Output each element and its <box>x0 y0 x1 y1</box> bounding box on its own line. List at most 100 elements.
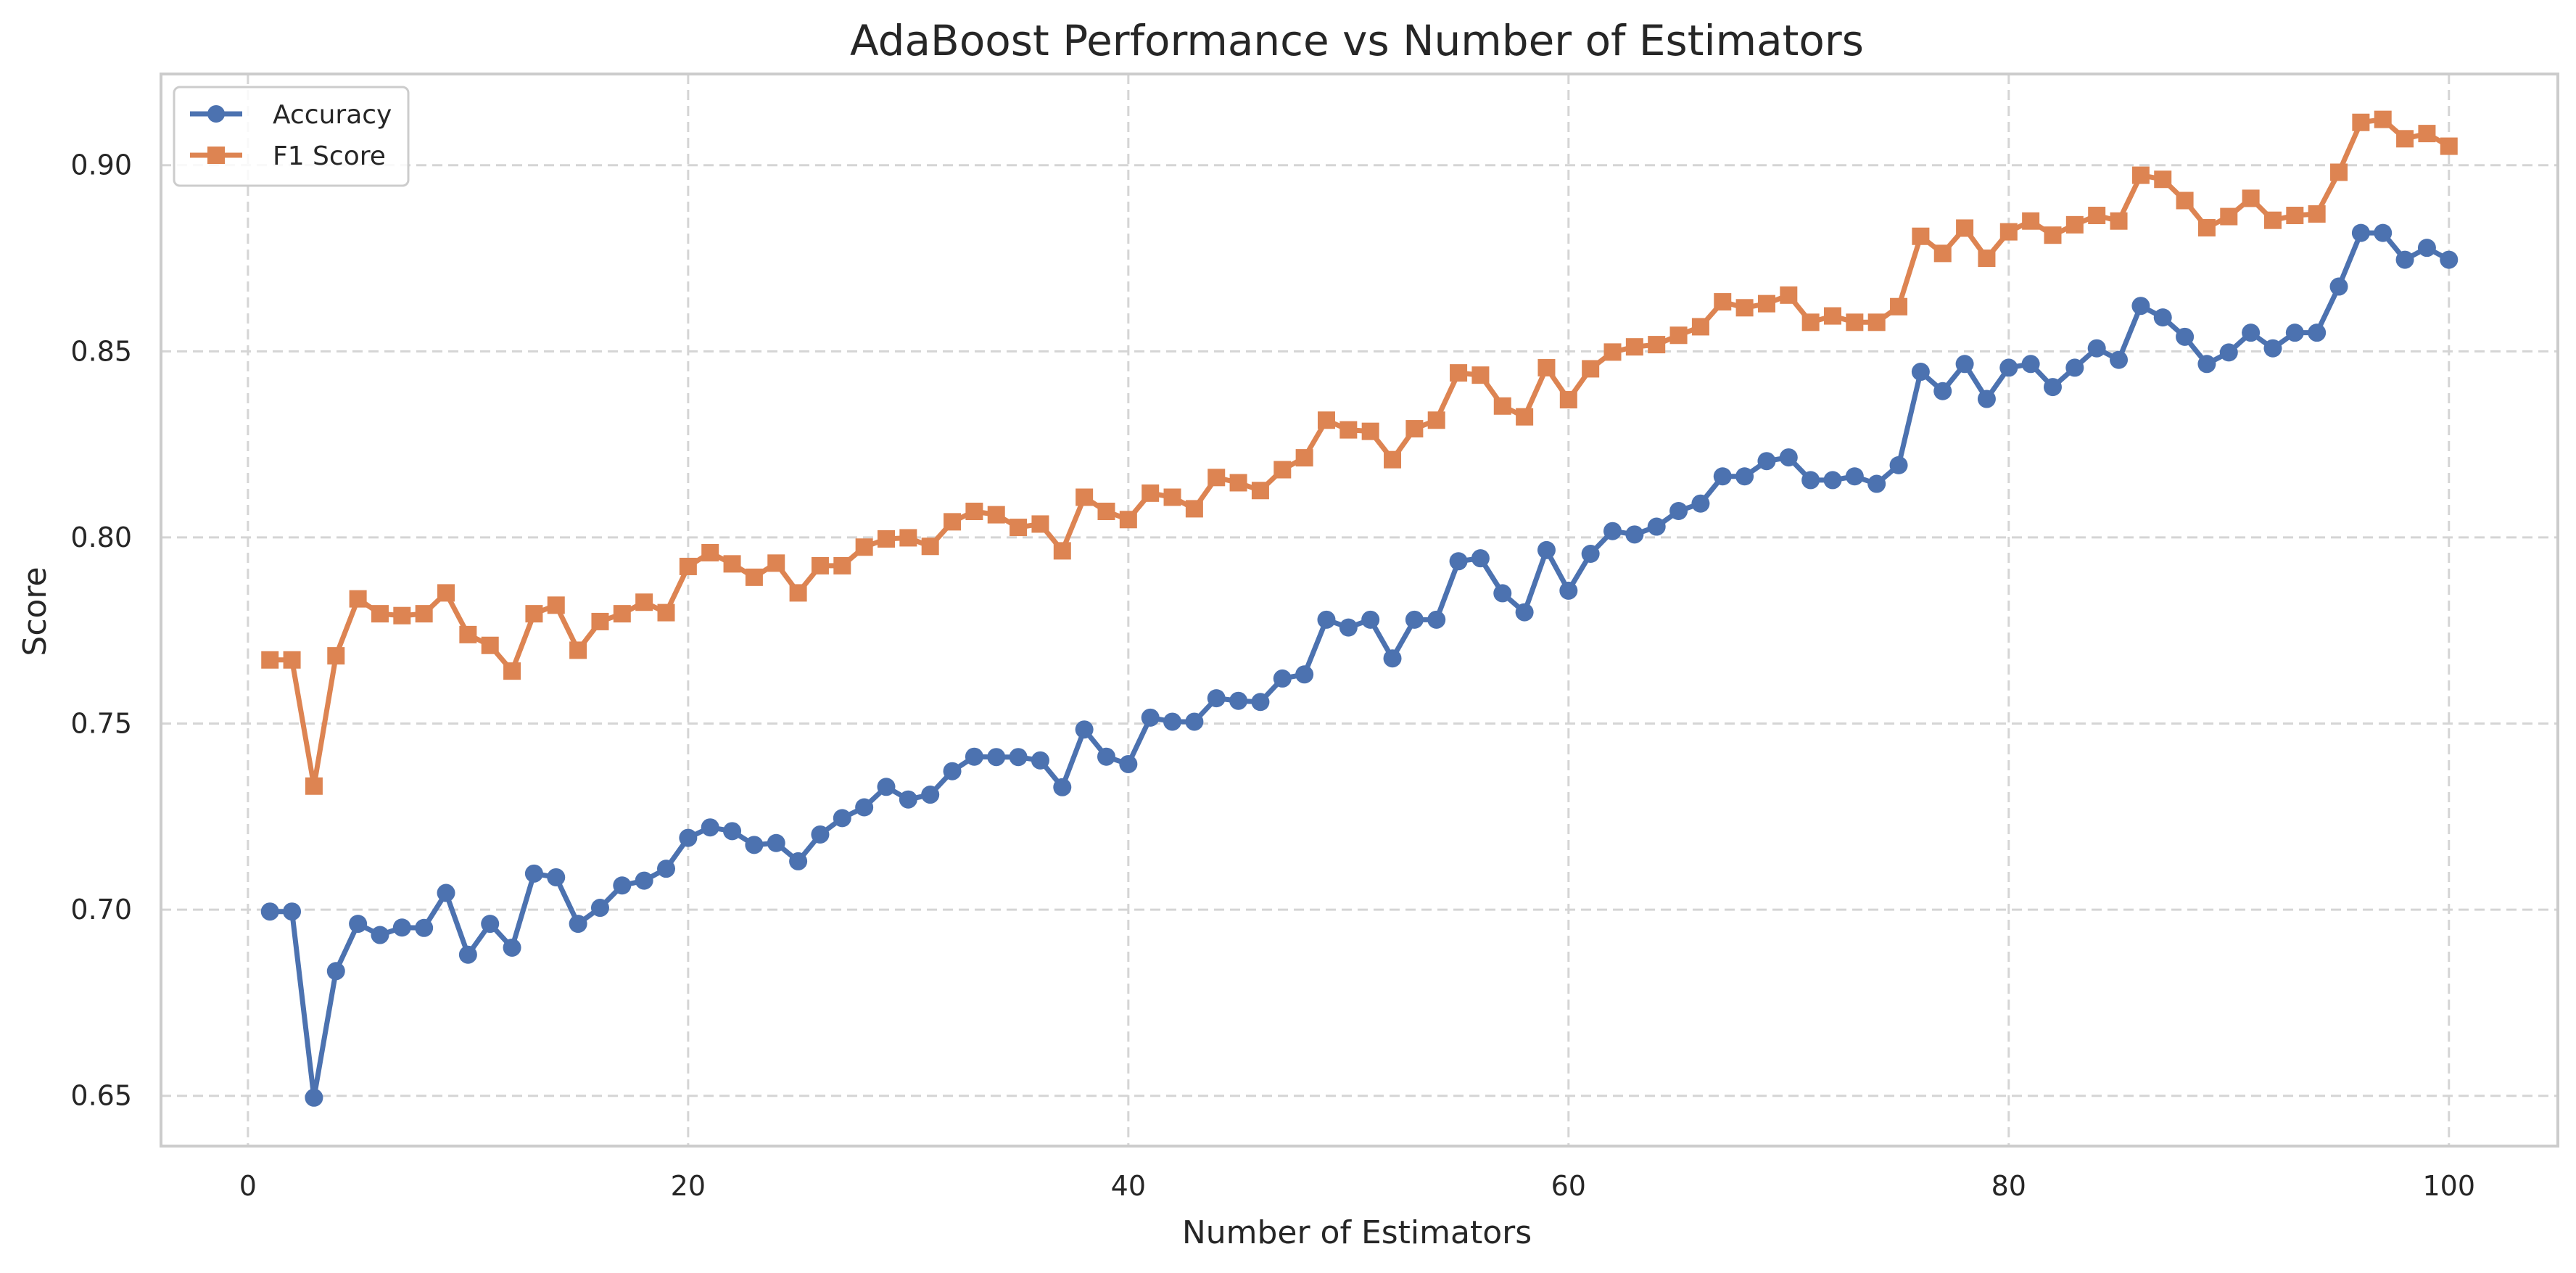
data-point-f1-score <box>547 596 565 614</box>
data-point-accuracy <box>1647 517 1666 536</box>
data-point-accuracy <box>1075 720 1094 739</box>
data-point-f1-score <box>2440 137 2458 155</box>
data-point-accuracy <box>1845 467 1864 486</box>
data-point-f1-score <box>2374 110 2392 128</box>
data-point-accuracy <box>1823 471 1842 490</box>
plot-frame <box>160 73 2559 1148</box>
data-point-f1-score <box>2022 212 2040 230</box>
data-point-accuracy <box>2351 223 2370 242</box>
data-point-f1-score <box>1097 503 1115 521</box>
data-point-accuracy <box>1713 467 1732 486</box>
data-point-accuracy <box>458 945 477 964</box>
legend-accuracy-marker <box>207 105 225 123</box>
data-point-accuracy <box>1427 610 1446 629</box>
y-axis-ticks: 0.65 0.70 0.75 0.80 0.85 0.90 <box>70 149 132 1112</box>
data-point-f1-score <box>2330 163 2348 181</box>
data-point-f1-score <box>1933 244 1952 263</box>
y-tick-label: 0.85 <box>70 335 132 367</box>
data-point-accuracy <box>2219 343 2238 362</box>
data-point-f1-score <box>1559 391 1577 409</box>
data-point-accuracy <box>1559 581 1578 600</box>
y-tick-label: 0.90 <box>70 149 132 181</box>
data-point-f1-score <box>327 647 345 665</box>
data-point-f1-score <box>1999 223 2018 241</box>
data-point-accuracy <box>1031 751 1049 770</box>
data-point-accuracy <box>371 926 389 944</box>
data-point-f1-score <box>1735 299 1754 317</box>
data-point-f1-score <box>349 590 367 608</box>
data-point-accuracy <box>2242 324 2261 342</box>
data-point-f1-score <box>1208 469 1226 487</box>
data-point-accuracy <box>701 818 719 837</box>
data-point-f1-score <box>1867 313 1886 331</box>
data-point-f1-score <box>1361 422 1379 440</box>
data-point-f1-score <box>1669 326 1688 345</box>
data-point-accuracy <box>1405 610 1424 629</box>
data-point-accuracy <box>283 902 302 921</box>
data-point-f1-score <box>1427 411 1445 429</box>
data-point-f1-score <box>1384 450 1402 469</box>
data-point-accuracy <box>1625 525 1644 544</box>
data-point-f1-score <box>1031 515 1049 533</box>
x-tick-label: 40 <box>1111 1170 1146 1202</box>
data-point-f1-score <box>569 641 587 659</box>
data-point-accuracy <box>2329 277 2348 296</box>
data-point-accuracy <box>2285 324 2304 342</box>
data-point-f1-score <box>1582 360 1600 378</box>
y-tick-label: 0.65 <box>70 1080 132 1112</box>
data-point-f1-score <box>1691 318 1709 336</box>
data-point-accuracy <box>1163 712 1182 731</box>
data-point-accuracy <box>1779 448 1798 467</box>
data-point-accuracy <box>481 915 500 934</box>
data-point-f1-score <box>613 605 631 623</box>
data-point-accuracy <box>2153 308 2172 327</box>
data-point-accuracy <box>1669 501 1688 520</box>
x-axis-label: Number of Estimators <box>1182 1214 1532 1251</box>
grid <box>161 74 2558 1146</box>
data-point-f1-score <box>2418 125 2436 143</box>
data-point-accuracy <box>2087 339 2106 358</box>
data-point-accuracy <box>1009 748 1028 767</box>
data-point-f1-score <box>1405 420 1424 438</box>
data-point-f1-score <box>2154 170 2172 189</box>
data-point-f1-score <box>371 605 389 623</box>
data-point-accuracy <box>2197 355 2216 374</box>
data-point-f1-score <box>1273 461 1292 479</box>
data-point-f1-score <box>635 593 653 611</box>
legend: Accuracy F1 Score <box>173 86 410 187</box>
data-point-f1-score <box>1076 488 1094 506</box>
data-point-f1-score <box>2263 211 2282 229</box>
data-point-f1-score <box>921 537 939 556</box>
data-point-accuracy <box>2065 358 2084 377</box>
data-point-accuracy <box>1911 363 1930 382</box>
series-accuracy <box>260 223 2459 1107</box>
data-point-accuracy <box>2043 378 2062 397</box>
data-point-f1-score <box>437 584 455 602</box>
data-point-f1-score <box>1824 307 1842 325</box>
data-point-accuracy <box>745 836 764 854</box>
data-point-f1-score <box>1780 286 1798 304</box>
x-tick-label: 100 <box>2423 1170 2476 1202</box>
data-point-accuracy <box>2263 339 2282 358</box>
data-point-accuracy <box>1119 754 1138 773</box>
data-point-accuracy <box>2374 223 2393 242</box>
series-line-accuracy <box>270 230 2451 1100</box>
data-point-accuracy <box>1735 467 1754 486</box>
data-point-f1-score <box>2286 207 2304 225</box>
data-point-accuracy <box>657 860 676 878</box>
data-point-f1-score <box>2308 205 2326 223</box>
legend-f1-marker <box>207 147 225 164</box>
data-point-f1-score <box>1516 408 1534 426</box>
y-axis-label: Score <box>17 567 54 656</box>
data-point-accuracy <box>1999 358 2018 377</box>
legend-entry-f1-score: F1 Score <box>190 141 386 171</box>
data-point-accuracy <box>326 962 345 981</box>
data-point-f1-score <box>1295 449 1313 467</box>
data-point-accuracy <box>1339 618 1358 637</box>
data-point-accuracy <box>415 918 434 937</box>
data-point-f1-score <box>965 503 983 521</box>
data-point-accuracy <box>1955 355 1974 374</box>
legend-f1-label: F1 Score <box>273 141 386 171</box>
data-point-f1-score <box>1714 293 1732 311</box>
